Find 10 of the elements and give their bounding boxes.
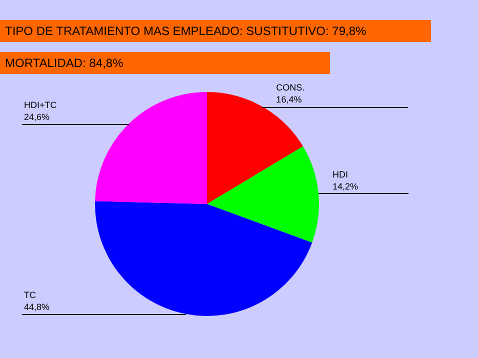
data-label: 14,2% bbox=[332, 181, 358, 192]
data-label: 24,6% bbox=[24, 112, 50, 122]
slice-label: TC bbox=[24, 290, 36, 300]
slice-label: HDI+TC bbox=[24, 100, 58, 110]
chart-title: TIPO DE TRATAMIENTO MAS EMPLEADO: SUSTITUTIVO: 79,8% bbox=[0, 20, 431, 42]
chart-subtitle: MORTALIDAD: 84,8% bbox=[0, 52, 330, 74]
data-label: 44,8% bbox=[24, 302, 50, 312]
slice-label: HDI bbox=[332, 169, 348, 180]
slice-label: CONS. bbox=[276, 82, 305, 93]
data-label: 16,4% bbox=[276, 94, 302, 105]
